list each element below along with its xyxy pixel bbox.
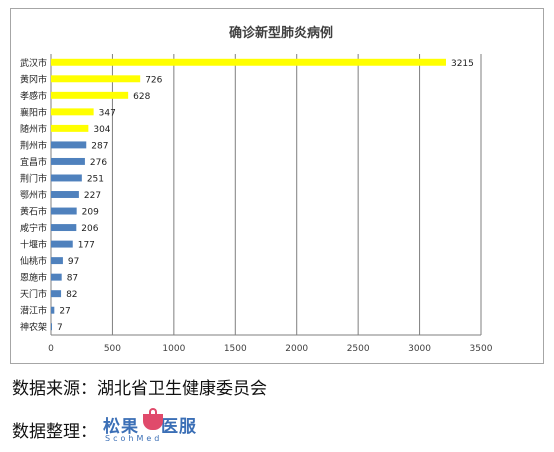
x-tick-label: 2000 [285, 344, 308, 354]
data-label: 287 [91, 141, 108, 151]
data-label: 87 [67, 274, 78, 284]
bar [51, 240, 73, 248]
bar [51, 290, 62, 298]
data-label: 227 [84, 191, 101, 201]
bar [51, 323, 52, 331]
category-label: 鄂州市 [20, 189, 47, 201]
bar [51, 141, 87, 149]
x-tick-label: 3000 [408, 344, 431, 354]
category-label: 十堰市 [20, 239, 47, 251]
logo-subtext: ScohMed [105, 434, 163, 443]
bar [51, 108, 94, 116]
data-label: 206 [81, 224, 98, 234]
bar [51, 174, 82, 182]
data-label: 347 [99, 108, 116, 118]
bar [51, 257, 63, 265]
x-tick-label: 1500 [224, 344, 247, 354]
category-label: 潜江市 [20, 305, 47, 317]
data-label: 251 [87, 174, 104, 184]
category-label: 黄石市 [20, 206, 47, 218]
bar [51, 273, 62, 281]
category-label: 襄阳市 [20, 106, 47, 118]
category-label: 荆州市 [20, 139, 47, 151]
chart-title: 确诊新型肺炎病例 [229, 25, 333, 41]
category-label: 咸宁市 [20, 222, 47, 234]
x-tick-label: 0 [48, 344, 54, 354]
data-label: 726 [145, 75, 162, 85]
bar [51, 207, 77, 215]
data-source: 数据来源：湖北省卫生健康委员会 [12, 379, 267, 399]
scohmed-logo: 松果 医服 ScohMed [103, 408, 203, 446]
data-label: 7 [57, 323, 63, 333]
credit-label: 数据整理： [12, 421, 97, 442]
data-label: 3215 [451, 59, 474, 69]
category-label: 荆门市 [20, 172, 47, 184]
grid-lines [50, 54, 482, 336]
x-tick-label: 500 [104, 344, 121, 354]
data-label: 97 [68, 257, 79, 267]
data-credit: 数据整理： 松果 医服 ScohMed [12, 408, 203, 446]
x-tick-label: 1000 [162, 344, 185, 354]
data-label: 27 [59, 307, 70, 317]
bar-chart: 确诊新型肺炎病例 0 500 1000 1500 2000 2500 3000 3500 武汉市… [20, 25, 493, 354]
category-label: 神农架 [20, 321, 47, 333]
bar [51, 306, 55, 314]
category-label: 恩施市 [20, 272, 47, 284]
data-label: 82 [66, 290, 77, 300]
chart-frame: 确诊新型肺炎病例 0 500 1000 1500 2000 2500 3000 3500 武汉市… [10, 8, 544, 364]
bar [51, 75, 141, 83]
x-tick-label: 3500 [470, 344, 493, 354]
category-label: 黄冈市 [20, 73, 47, 85]
category-label: 武汉市 [20, 57, 47, 69]
bar [51, 157, 85, 165]
category-label: 仙桃市 [20, 255, 47, 267]
bar [51, 124, 89, 132]
data-label: 304 [93, 125, 110, 135]
data-label: 209 [82, 208, 99, 218]
data-label: 177 [78, 241, 95, 251]
bars [51, 58, 446, 331]
category-label: 孝感市 [20, 90, 47, 102]
category-label: 随州市 [20, 123, 47, 135]
bar [51, 224, 77, 232]
bar [51, 58, 446, 66]
category-label: 宜昌市 [20, 156, 47, 168]
bar [51, 191, 79, 198]
data-label: 276 [90, 158, 107, 168]
logo-text: 松果 医服 [103, 417, 197, 437]
x-tick-label: 2500 [347, 344, 370, 354]
cup-icon [143, 408, 163, 430]
bar [51, 91, 129, 99]
category-label: 天门市 [20, 288, 47, 300]
data-label: 628 [133, 92, 150, 102]
